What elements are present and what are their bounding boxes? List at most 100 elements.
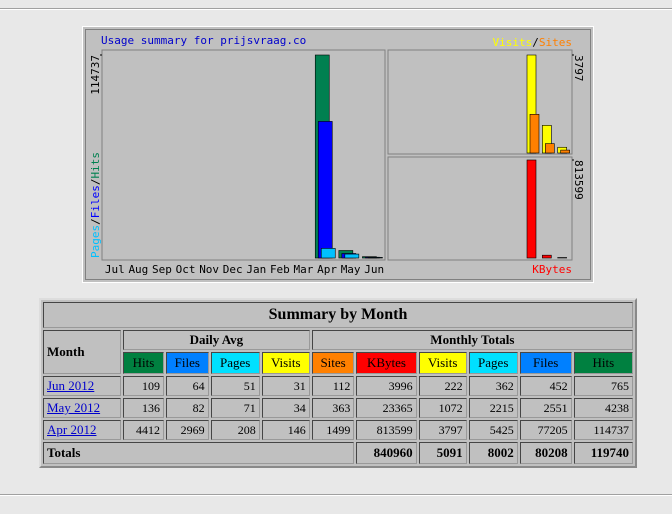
- x-tick-label: Jun: [364, 263, 384, 276]
- legend: KBytes: [532, 263, 572, 276]
- legend-entry: KBytes: [532, 263, 572, 276]
- x-tick-label: Nov: [199, 263, 219, 276]
- legend: Visits/Sites: [493, 36, 573, 49]
- column-header: Visits: [418, 352, 467, 374]
- value-cell: 1072: [418, 398, 467, 418]
- data-row: Jun 2012 109 64 51 31 112 3996 222 362 452 765: [43, 376, 633, 396]
- x-tick-label: Jan: [246, 263, 266, 276]
- total-cell: 8002: [468, 442, 518, 464]
- value-cell: 1499: [311, 420, 355, 440]
- table-title: Summary by Month: [43, 302, 633, 328]
- value-cell: 208: [210, 420, 260, 440]
- bar: [344, 253, 360, 259]
- month-link[interactable]: May 2012: [47, 400, 101, 415]
- plot-area: [387, 156, 573, 261]
- legend-entry: Files: [89, 185, 102, 218]
- value-cell: 765: [573, 376, 633, 396]
- group-header: Monthly Totals: [311, 330, 633, 350]
- total-cell: 840960: [356, 442, 417, 464]
- value-cell: 64: [165, 376, 209, 396]
- bar: [368, 257, 383, 259]
- bar: [545, 143, 555, 154]
- totals-row: Totals 840960 5091 8002 80208 119740: [43, 442, 633, 464]
- column-header: Hits: [123, 352, 164, 374]
- month-header: Month: [43, 330, 121, 374]
- x-tick-label: Sep: [152, 263, 172, 276]
- value-cell: 112: [311, 376, 355, 396]
- column-header: Pages: [468, 352, 518, 374]
- x-tick-label: Oct: [176, 263, 196, 276]
- group-header-row: Month Daily Avg Monthly Totals: [43, 330, 633, 374]
- bar: [560, 149, 570, 154]
- value-cell: 109: [123, 376, 164, 396]
- x-tick-label: Dec: [223, 263, 243, 276]
- column-header: Files: [165, 352, 209, 374]
- value-cell: 31: [261, 376, 310, 396]
- month-link[interactable]: Jun 2012: [47, 378, 95, 393]
- value-cell: 2969: [165, 420, 209, 440]
- chart-title: Usage summary for prijsvraag.co: [101, 34, 306, 47]
- totals-label: Totals: [43, 442, 355, 464]
- value-cell: 71: [210, 398, 260, 418]
- month-link[interactable]: Apr 2012: [47, 422, 97, 437]
- group-header: Daily Avg: [123, 330, 310, 350]
- rule: [0, 494, 672, 496]
- legend-entry: Visits: [493, 36, 533, 49]
- y-tick-label: 813599: [572, 160, 585, 200]
- total-cell: 119740: [573, 442, 633, 464]
- x-tick-label: Jul: [105, 263, 125, 276]
- column-header: Sites: [311, 352, 355, 374]
- month-cell: May 2012: [43, 398, 121, 418]
- value-cell: 452: [519, 376, 572, 396]
- column-header: KBytes: [356, 352, 417, 374]
- bar: [526, 159, 537, 259]
- value-cell: 77205: [519, 420, 572, 440]
- value-cell: 82: [165, 398, 209, 418]
- column-header: Pages: [210, 352, 260, 374]
- value-cell: 51: [210, 376, 260, 396]
- value-cell: 23365: [356, 398, 417, 418]
- summary-table: Summary by Month Month Daily Avg Monthly To…: [39, 298, 637, 468]
- bar: [320, 248, 336, 259]
- legend-entry: Hits: [89, 152, 102, 179]
- x-tick-label: Apr: [317, 263, 337, 276]
- value-cell: 3996: [356, 376, 417, 396]
- x-tick-label: Mar: [294, 263, 314, 276]
- value-cell: 222: [418, 376, 467, 396]
- bar: [529, 114, 540, 154]
- column-header: Visits: [261, 352, 310, 374]
- chart-inner-frame: [85, 29, 591, 280]
- value-cell: 362: [468, 376, 518, 396]
- legend-entry: Sites: [539, 36, 572, 49]
- legend-separator: /: [89, 218, 102, 225]
- value-cell: 5425: [468, 420, 518, 440]
- bar: [542, 254, 552, 259]
- plot-area: [387, 49, 573, 155]
- column-header-row: Hits Files Pages Visits Sites KBytes Visits Pag…: [43, 352, 633, 374]
- value-cell: 146: [261, 420, 310, 440]
- chart: Usage summary for prijsvraag.co 114737 Ju…: [82, 26, 594, 283]
- legend-separator: /: [89, 179, 102, 186]
- value-cell: 3797: [418, 420, 467, 440]
- x-tick-label: May: [341, 263, 361, 276]
- column-header: Hits: [573, 352, 633, 374]
- legend-entry: Pages: [89, 225, 102, 258]
- month-cell: Jun 2012: [43, 376, 121, 396]
- value-cell: 363: [311, 398, 355, 418]
- value-cell: 2215: [468, 398, 518, 418]
- month-cell: Apr 2012: [43, 420, 121, 440]
- x-tick-label: Aug: [128, 263, 148, 276]
- x-tick-label: Feb: [270, 263, 290, 276]
- y-tick-label: 3797: [572, 55, 585, 82]
- column-header: Files: [519, 352, 572, 374]
- data-row: Apr 2012 4412 2969 208 146 1499 813599 3797 5425…: [43, 420, 633, 440]
- value-cell: 813599: [356, 420, 417, 440]
- bar: [317, 121, 333, 259]
- value-cell: 34: [261, 398, 310, 418]
- title-row: Summary by Month: [43, 302, 633, 328]
- value-cell: 136: [123, 398, 164, 418]
- value-cell: 4412: [123, 420, 164, 440]
- legend-separator: /: [532, 36, 539, 49]
- value-cell: 114737: [573, 420, 633, 440]
- value-cell: 4238: [573, 398, 633, 418]
